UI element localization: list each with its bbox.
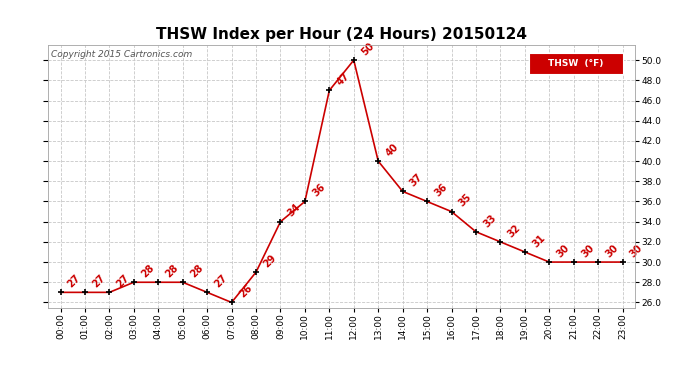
Text: 31: 31 (531, 232, 547, 249)
Text: 27: 27 (66, 273, 83, 290)
Text: 27: 27 (115, 273, 132, 290)
Text: 30: 30 (555, 243, 571, 259)
Text: 28: 28 (188, 263, 205, 279)
Text: 50: 50 (359, 41, 376, 57)
Text: 28: 28 (139, 263, 156, 279)
Text: 26: 26 (237, 283, 254, 300)
Text: 33: 33 (482, 212, 498, 229)
Text: 36: 36 (310, 182, 327, 199)
Text: 37: 37 (408, 172, 425, 189)
Text: 27: 27 (213, 273, 229, 290)
Text: 32: 32 (506, 222, 522, 239)
Text: 47: 47 (335, 71, 351, 88)
Text: Copyright 2015 Cartronics.com: Copyright 2015 Cartronics.com (51, 50, 193, 59)
Text: 40: 40 (384, 142, 400, 158)
Text: 30: 30 (628, 243, 644, 259)
Text: 35: 35 (457, 192, 474, 209)
Text: 36: 36 (433, 182, 449, 199)
Text: 27: 27 (90, 273, 107, 290)
Text: 30: 30 (580, 243, 596, 259)
Title: THSW Index per Hour (24 Hours) 20150124: THSW Index per Hour (24 Hours) 20150124 (156, 27, 527, 42)
Text: 29: 29 (262, 253, 278, 269)
Text: 30: 30 (604, 243, 620, 259)
Text: 34: 34 (286, 202, 303, 219)
Text: 28: 28 (164, 263, 181, 279)
